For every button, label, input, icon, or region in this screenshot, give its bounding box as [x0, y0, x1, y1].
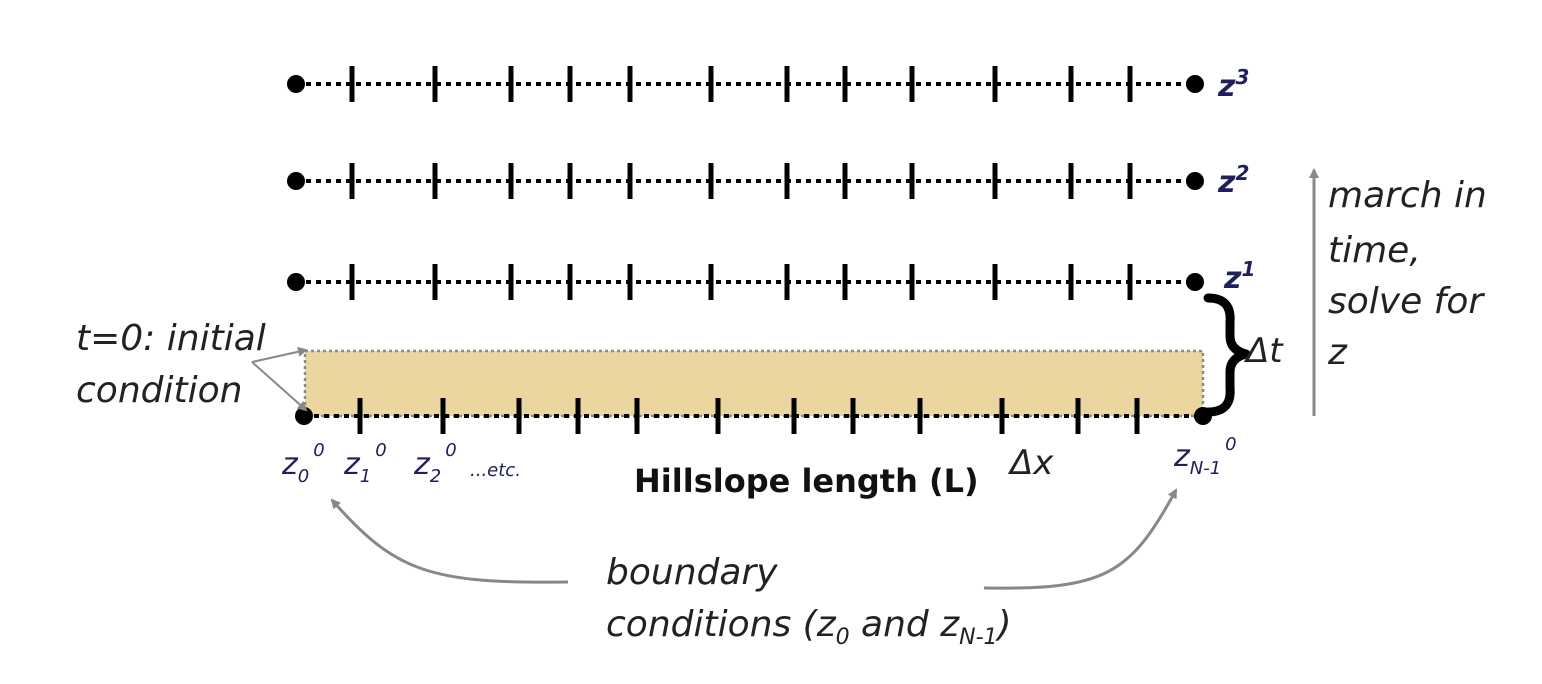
initial-condition-band — [303, 349, 1205, 418]
boundary-node — [295, 407, 313, 425]
time-level-grid — [287, 66, 1204, 300]
boundary-node — [1186, 75, 1204, 93]
node-label-zN-1: zN-10 — [1173, 434, 1237, 479]
node-label-z1: z10 — [343, 440, 387, 487]
boundary-conditions-label-line2: conditions (z0 and zN-1) — [606, 604, 1012, 650]
boundary-node — [287, 172, 305, 190]
initial-condition-arrow-upper — [251, 346, 308, 363]
initial-condition-label: t=0: initial condition — [76, 318, 277, 411]
boundary-node — [1186, 273, 1204, 291]
time-level-label-z3: z3 — [1217, 65, 1249, 104]
node-label-z2: z20 — [413, 440, 457, 487]
time-level-label-z2: z2 — [1217, 161, 1249, 200]
dx-label: Δx — [1007, 443, 1054, 483]
hillslope-length-label: Hillslope length (L) — [634, 462, 979, 500]
dt-label: Δt — [1243, 331, 1284, 371]
node-label-z0: z00 — [281, 440, 325, 487]
time-level-label-z1: z1 — [1223, 257, 1255, 296]
etc-label: ...etc. — [470, 460, 521, 481]
march-in-time-label: march in time, solve for z — [1327, 175, 1498, 373]
boundary-node — [287, 75, 305, 93]
initial-condition-arrow-lower — [251, 361, 308, 412]
boundary-arrow-right — [983, 488, 1178, 590]
boundary-node — [287, 273, 305, 291]
boundary-arrow-left — [330, 498, 569, 584]
boundary-node — [1186, 172, 1204, 190]
boundary-conditions-label-line1: boundary — [606, 552, 778, 593]
dt-brace — [1203, 293, 1251, 417]
